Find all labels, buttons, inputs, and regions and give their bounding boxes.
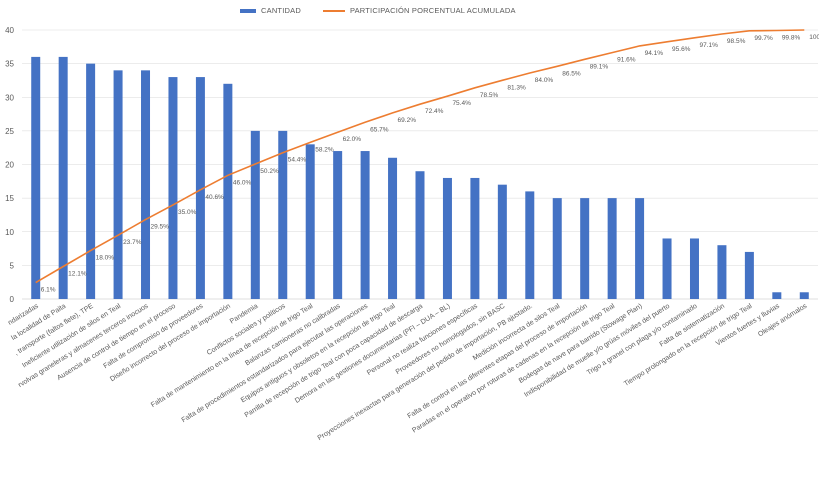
- y-tick-label: 0: [10, 295, 15, 304]
- cumulative-data-label: 12.1%: [68, 270, 87, 277]
- bar: [58, 56, 68, 300]
- cumulative-data-label: 23.7%: [123, 239, 142, 246]
- x-tick-label: Oleajes anómalos: [757, 302, 809, 338]
- bar: [415, 171, 425, 299]
- cumulative-data-label: 29.5%: [151, 224, 170, 231]
- bar: [717, 245, 727, 299]
- cumulative-data-label: 86.5%: [562, 70, 581, 77]
- legend-swatch-bars: [240, 8, 256, 13]
- bar: [662, 238, 672, 299]
- cumulative-data-label: 100.0%: [809, 34, 819, 41]
- y-tick-label: 25: [5, 127, 14, 136]
- cumulative-line: [35, 29, 805, 284]
- bar: [360, 151, 370, 299]
- chart-legend: CANTIDAD PARTICIPACIÓN PORCENTUAL ACUMUL…: [240, 6, 516, 15]
- cumulative-data-label: 6.1%: [41, 287, 56, 294]
- cumulative-data-label: 84.0%: [535, 77, 554, 84]
- x-tick-label: Tiempo prolongado en la recepción de tri…: [623, 303, 754, 388]
- bar: [607, 198, 617, 299]
- cumulative-data-label: 40.6%: [205, 194, 224, 201]
- cumulative-data-label: 97.1%: [699, 42, 718, 49]
- cumulative-data-label: 78.5%: [480, 92, 499, 99]
- bar: [525, 191, 535, 299]
- bar: [195, 77, 205, 299]
- legend-label-acumulada: PARTICIPACIÓN PORCENTUAL ACUMULADA: [349, 6, 516, 15]
- bar: [305, 144, 315, 299]
- y-tick-label: 10: [5, 228, 14, 237]
- x-tick-label: Paradas en el operativo por roturas de c…: [411, 303, 616, 435]
- bar: [552, 198, 562, 299]
- bar: [635, 198, 645, 299]
- x-tick-label: Falta de control en las diferentes etapa…: [407, 303, 589, 421]
- bar: [799, 292, 809, 299]
- bar: [470, 177, 480, 299]
- cumulative-data-label: 58.2%: [315, 146, 334, 153]
- cumulative-data-label: 72.4%: [425, 108, 444, 115]
- bar: [333, 151, 343, 299]
- y-tick-label: 40: [5, 26, 14, 35]
- bar: [388, 157, 398, 299]
- cumulative-data-label: 75.4%: [452, 100, 471, 107]
- cumulative-data-label: 99.8%: [782, 35, 801, 42]
- bar: [86, 63, 96, 299]
- cumulative-data-label: 98.5%: [727, 38, 746, 45]
- cumulative-data-label: 95.6%: [672, 46, 691, 53]
- bar: [113, 70, 123, 299]
- legend-item-cantidad: CANTIDAD: [240, 6, 301, 15]
- bar: [772, 292, 782, 299]
- cumulative-data-label: 91.6%: [617, 57, 636, 64]
- cumulative-data-label: 46.0%: [233, 179, 252, 186]
- cumulative-data-label: 35.0%: [178, 209, 197, 216]
- bar: [168, 77, 178, 299]
- bar: [223, 83, 233, 299]
- y-tick-label: 20: [5, 161, 14, 170]
- cumulative-data-label: 94.1%: [645, 50, 664, 57]
- y-tick-label: 5: [10, 261, 15, 270]
- cumulative-data-label: 18.0%: [96, 255, 115, 262]
- bar: [497, 184, 507, 299]
- y-tick-label: 35: [5, 60, 14, 69]
- cumulative-data-label: 54.4%: [288, 157, 307, 164]
- bar: [580, 198, 590, 299]
- cumulative-data-label: 69.2%: [398, 117, 417, 124]
- cumulative-data-label: 65.7%: [370, 126, 389, 133]
- bar: [250, 130, 260, 299]
- bar: [278, 130, 288, 299]
- cumulative-data-label: 62.0%: [343, 136, 362, 143]
- legend-swatch-line: [322, 9, 345, 12]
- bar: [141, 70, 151, 299]
- legend-item-acumulada: PARTICIPACIÓN PORCENTUAL ACUMULADA: [322, 6, 516, 15]
- y-tick-label: 15: [5, 194, 14, 203]
- bar: [31, 56, 41, 300]
- cumulative-data-label: 81.3%: [507, 84, 526, 91]
- cumulative-data-label: 89.1%: [590, 63, 609, 70]
- cumulative-data-label: 99.7%: [754, 35, 773, 42]
- legend-label-cantidad: CANTIDAD: [261, 6, 301, 15]
- bar: [442, 177, 452, 299]
- y-tick-label: 30: [5, 93, 14, 102]
- cumulative-data-label: 50.2%: [260, 168, 279, 175]
- bar: [744, 251, 754, 299]
- bar: [689, 238, 699, 299]
